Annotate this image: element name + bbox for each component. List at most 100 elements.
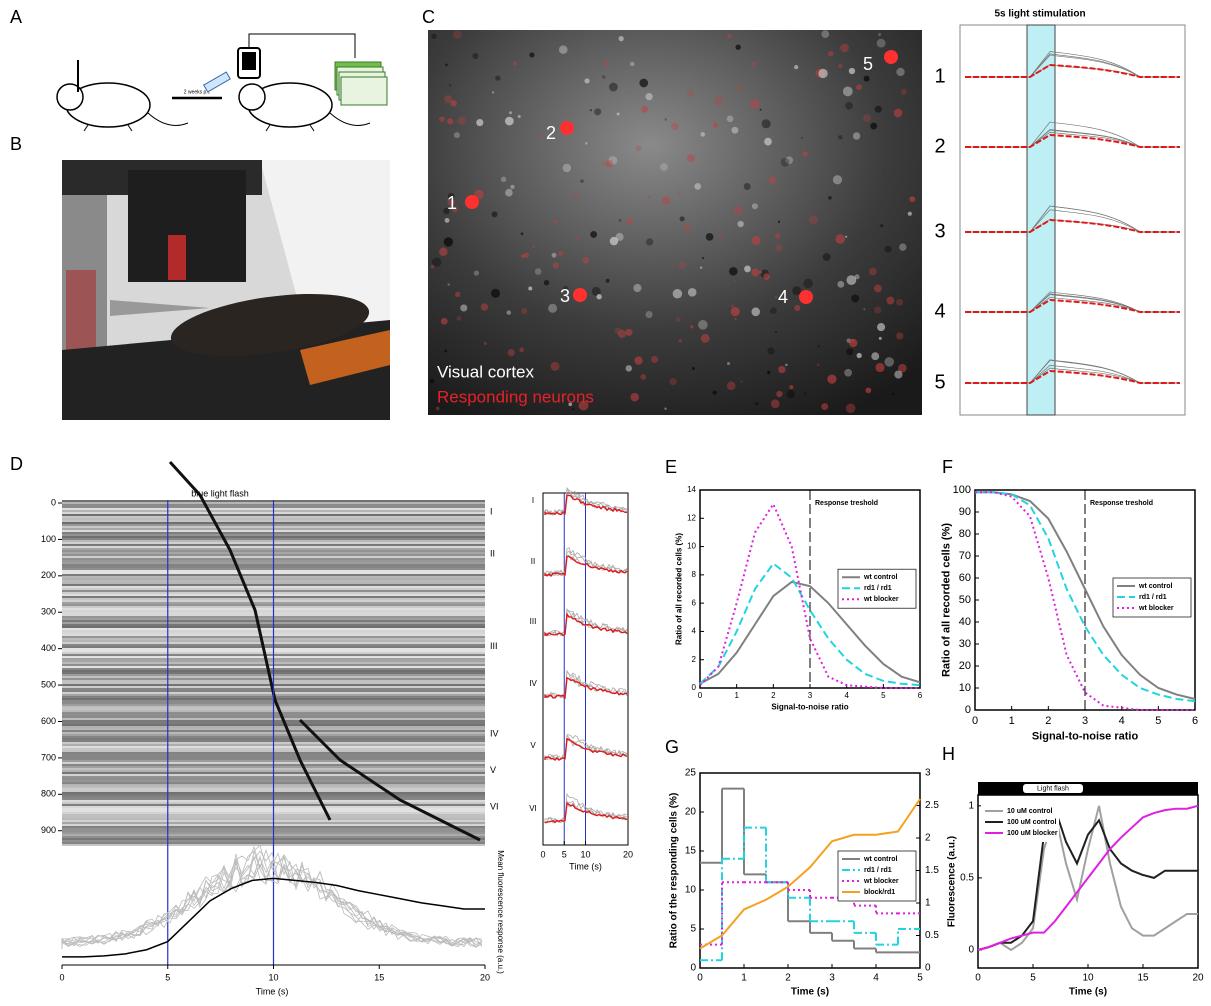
speckle [737,220,744,228]
speckle [875,362,885,373]
cell-label: 4 [778,287,788,307]
y-tick-label: 0 [965,704,971,716]
speckle [770,307,777,314]
legend-label: wt blocker [863,878,899,885]
speckle [591,286,601,296]
speckle [727,33,732,39]
speckle [733,206,743,215]
speckle [777,220,781,223]
trace-red [965,63,1180,78]
speckle [605,278,610,283]
threshold-label: Response treshold [1090,500,1153,507]
legend-label: block/rd1 [864,889,895,896]
speckle [778,365,786,374]
speckle [774,233,781,239]
speckle [794,304,801,312]
speckle [584,142,588,145]
panel-label: E [665,457,677,477]
y-tick-label: 900 [41,825,56,835]
desk [300,330,390,385]
speckle [846,275,857,286]
y-tick-label: 800 [41,789,56,799]
speckle [862,113,872,123]
speckle [450,100,457,107]
cable [248,33,356,58]
x-tick-label: 0 [697,973,703,984]
legend-label: wt control [863,856,897,863]
legend-label: rd1 / rd1 [864,585,892,592]
speckle [534,268,542,275]
speckle [750,61,757,68]
responding-cell [799,290,813,304]
speckle [785,156,794,165]
x-tick-label: 0 [972,715,978,727]
x-tick-label: 5 [165,972,170,982]
series-line [977,805,1198,951]
speckle [606,235,609,238]
speckle [523,252,529,258]
speckle [634,356,643,365]
mouse-tail [147,112,189,126]
responding-cell [560,121,574,135]
speckle [558,45,568,54]
inset-row-label: II [531,557,535,566]
speckle [749,99,760,109]
speckle [712,122,719,128]
trace-label: 2 [934,135,945,157]
y2-tick-label: 1.5 [925,865,939,876]
speckle [789,385,794,390]
trace-gray [965,205,1180,233]
speckle [686,154,695,163]
speckle [838,63,843,69]
series-line [699,798,921,950]
speckle [614,327,622,335]
inset-row-label: VI [529,804,537,813]
trace-gray [965,294,1180,313]
cell-label: 3 [560,286,570,306]
speckle [684,224,691,232]
legend-label: wt blocker [1138,605,1174,612]
x-tick-label: 5 [562,849,567,859]
speckle [700,132,706,137]
x-tick-label: 3 [808,691,813,700]
speckle [557,250,564,257]
y-tick-label: 20 [685,807,697,818]
speckle [759,108,762,111]
speckle [727,362,731,366]
mouse-feet [83,124,133,132]
mean-line [62,877,485,958]
speckle [751,268,760,277]
speckle [736,85,743,92]
speckle [602,162,606,166]
speckle [909,196,916,203]
x-tick-label: 15 [374,972,384,982]
speckle [844,368,852,377]
speckle [893,108,903,118]
speckle [865,387,872,394]
speckle [562,285,569,292]
speckle [754,401,759,406]
y-tick-label: 6 [692,598,697,607]
speckle [686,89,694,97]
speckle [512,61,517,66]
speckle [677,191,682,195]
speckle [776,390,783,398]
speckle [435,406,440,411]
speckle [886,296,895,305]
speckle [878,336,882,340]
red-glow [168,235,186,280]
y2-tick-label: 2.5 [925,800,939,811]
y-axis-label: Ratio of the responding cells (%) [669,793,680,949]
mouse-feet [265,124,315,132]
speckle [660,163,668,171]
speckle [602,75,606,79]
series-line [975,491,1196,703]
x-tick-label: 0 [59,972,64,982]
speckle [519,347,524,353]
speckle [538,135,542,139]
speckle [870,122,878,130]
speckle [431,257,442,267]
mouse-photo [170,293,370,357]
row-label: V [490,765,496,775]
trace-red [544,494,628,516]
